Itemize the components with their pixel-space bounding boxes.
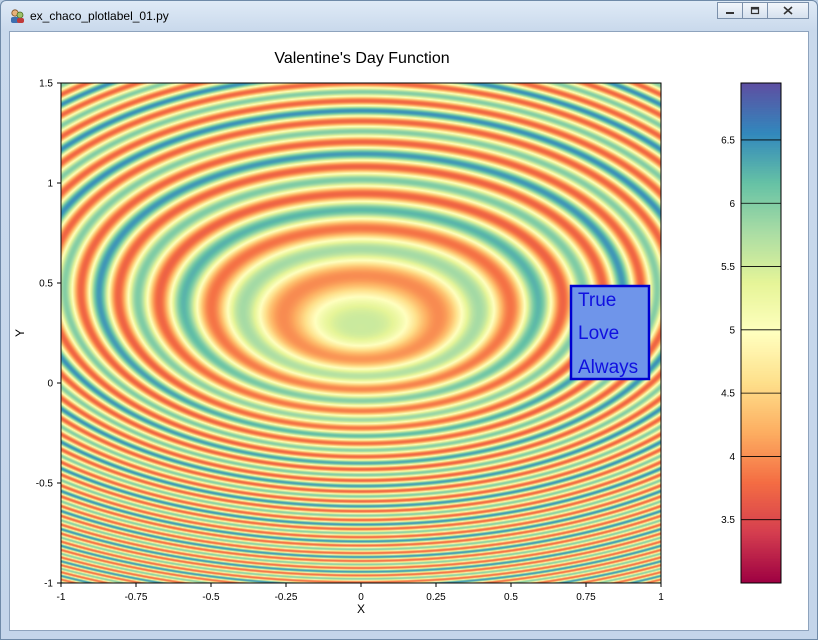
- heatmap-image-frame: [61, 83, 661, 583]
- colorbar-image-frame: [741, 83, 781, 583]
- window-title: ex_chaco_plotlabel_01.py: [30, 9, 169, 23]
- plot-svg: Valentine's Day Function -1 -0.75 -0.5 -0.2…: [13, 50, 782, 616]
- x-tick-label: 0.25: [426, 592, 446, 603]
- x-tick-label: 0.5: [504, 592, 518, 603]
- colorbar-tick-label: 5: [729, 325, 735, 336]
- x-tick-label: 1: [658, 592, 664, 603]
- colorbar-axis: 3.5 4 4.5 5 5.5 6 6.5: [721, 135, 781, 526]
- y-tick-label: -1: [44, 579, 53, 590]
- plot-label-line: Love: [578, 323, 619, 344]
- x-tick-label: 0: [358, 592, 364, 603]
- minimize-icon: [726, 11, 734, 14]
- colorbar-tick-label: 4.5: [721, 389, 735, 400]
- colorbar-tick-label: 3.5: [721, 515, 735, 526]
- heatmap-image: [61, 83, 661, 583]
- y-tick-label: 1.5: [39, 79, 53, 90]
- chart-title: Valentine's Day Function: [274, 50, 449, 67]
- close-icon: [783, 6, 793, 15]
- title-bar[interactable]: ex_chaco_plotlabel_01.py: [1, 1, 817, 29]
- x-tick-label: 0.75: [576, 592, 596, 603]
- plot-label-line: Always: [578, 357, 638, 378]
- y-axis-label: Y: [13, 329, 27, 337]
- y-tick-label: -0.5: [36, 479, 54, 490]
- x-tick-label: -0.75: [125, 592, 148, 603]
- y-tick-label: 1: [47, 179, 53, 190]
- close-button[interactable]: [767, 2, 809, 19]
- colorbar-tick-label: 4: [729, 452, 735, 463]
- x-axis: -1 -0.75 -0.5 -0.25 0 0.25 0.5 0.75 1: [57, 583, 664, 603]
- plot-label-box[interactable]: True Love Always: [569, 284, 651, 381]
- y-tick-label: 0.5: [39, 279, 53, 290]
- plot-label-background: [569, 284, 651, 381]
- python-app-icon: [11, 9, 24, 23]
- plot-label-line: True: [578, 290, 616, 311]
- colorbar-image: [741, 83, 781, 583]
- x-axis-label: X: [357, 602, 365, 616]
- maximize-icon: [750, 6, 760, 15]
- minimize-button[interactable]: [717, 2, 743, 19]
- x-tick-label: -0.25: [275, 592, 298, 603]
- y-axis: -1 -0.5 0 0.5 1 1.5: [36, 79, 61, 590]
- colorbar-tick-label: 6: [729, 199, 735, 210]
- x-tick-label: -0.5: [202, 592, 220, 603]
- colorbar-frame: [740, 82, 782, 584]
- colorbar-tick-label: 5.5: [721, 262, 735, 273]
- maximize-button[interactable]: [742, 2, 768, 19]
- window-controls: [717, 2, 809, 20]
- plot-canvas-area: Valentine's Day Function -1 -0.75 -0.5 -0.2…: [9, 31, 809, 631]
- x-tick-label: -1: [57, 592, 66, 603]
- colorbar-tick-label: 6.5: [721, 135, 735, 146]
- y-tick-label: 0: [47, 379, 53, 390]
